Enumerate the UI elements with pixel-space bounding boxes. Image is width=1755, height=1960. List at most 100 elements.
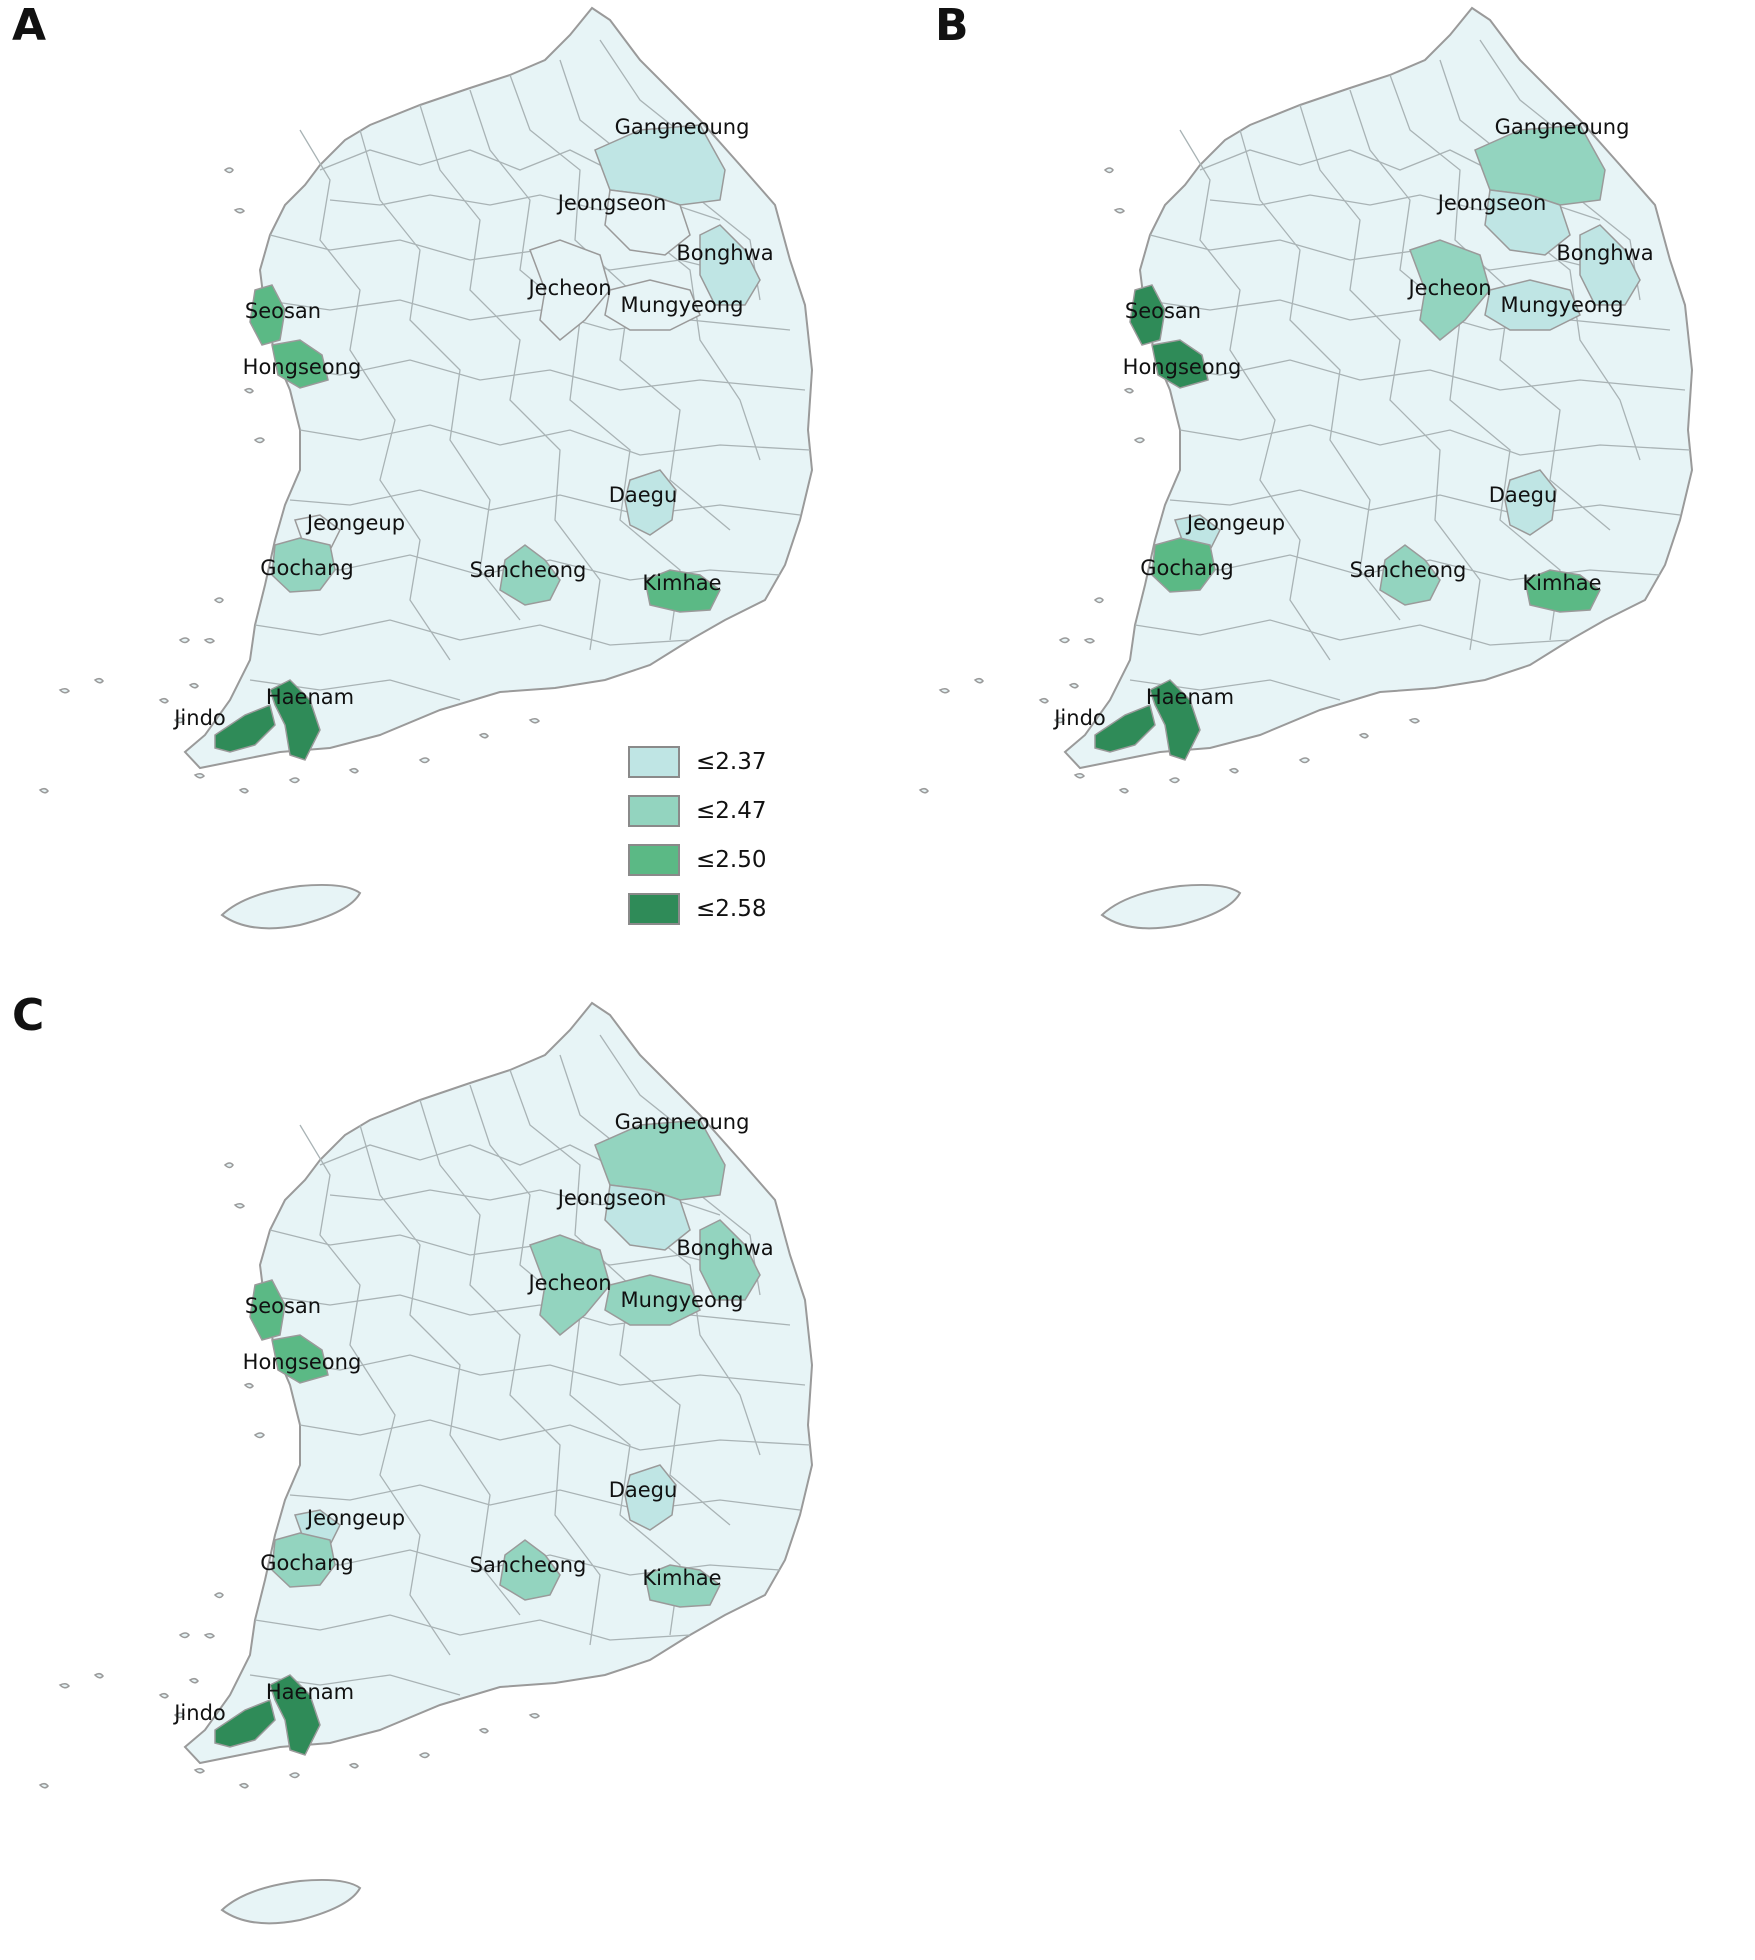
region-seosan — [1129, 284, 1166, 346]
region-label: Gangneoung — [615, 115, 750, 139]
island — [58, 687, 70, 694]
region-haenam — [269, 679, 321, 761]
region-kimhae — [644, 1564, 721, 1608]
region-label: Gochang — [260, 1551, 354, 1575]
region-label: Daegu — [1489, 483, 1558, 507]
island — [418, 1752, 430, 1759]
region-haenam — [269, 1674, 321, 1756]
region-sancheong — [499, 544, 561, 606]
island — [223, 167, 234, 174]
island — [93, 677, 104, 684]
island — [238, 787, 249, 794]
island — [1133, 437, 1145, 444]
legend-swatch — [628, 843, 680, 876]
region-hongseong — [1151, 339, 1209, 389]
island — [213, 597, 224, 604]
island — [178, 1632, 190, 1639]
legend-item: ≤2.37 — [628, 737, 766, 786]
island — [178, 637, 190, 644]
island — [1058, 637, 1070, 644]
island — [243, 387, 254, 394]
jeju-island — [1100, 883, 1242, 930]
region-label: Haenam — [266, 685, 354, 709]
region-jindo — [214, 703, 276, 753]
island — [223, 1162, 234, 1169]
legend-label: ≤2.50 — [696, 846, 767, 873]
jeju-island — [220, 1878, 362, 1925]
island — [288, 1772, 300, 1779]
region-kimhae — [1524, 569, 1601, 613]
island — [1068, 682, 1079, 689]
island — [193, 772, 205, 779]
legend-label: ≤2.58 — [696, 895, 767, 922]
region-seosan — [249, 1279, 286, 1341]
region-haenam — [1149, 679, 1201, 761]
region-label: Kimhae — [642, 1566, 721, 1590]
island — [188, 1677, 199, 1684]
region-sancheong — [1379, 544, 1441, 606]
island — [1038, 697, 1049, 704]
island — [1228, 767, 1239, 774]
panel-letter: A — [12, 0, 47, 51]
region-label: Bonghwa — [676, 1236, 773, 1260]
region-kimhae — [644, 569, 721, 613]
region-label: Gochang — [1140, 556, 1234, 580]
island — [528, 717, 540, 724]
region-hongseong — [271, 339, 329, 389]
island — [173, 717, 185, 724]
legend-label: ≤2.37 — [696, 748, 767, 775]
region-jeongseon — [604, 189, 691, 256]
region-daegu — [1504, 469, 1557, 536]
region-mungyeong — [604, 279, 701, 331]
island — [478, 732, 489, 739]
region-jecheon — [529, 1234, 611, 1337]
panel-a: A Gangneoung Jeongseon Bonghwa Jecheon Mungy… — [0, 0, 870, 980]
region-label: Gangneoung — [1495, 115, 1630, 139]
island — [233, 1202, 245, 1209]
region-label: Hongseong — [1123, 355, 1242, 379]
panel-b: B Gangneoung Jeongseon Bonghwa Jecheon Mungy… — [918, 0, 1755, 980]
region-label: Hongseong — [243, 355, 362, 379]
island — [188, 682, 199, 689]
region-label: Bonghwa — [1556, 241, 1653, 265]
island — [173, 1712, 185, 1719]
island — [973, 677, 984, 684]
island — [38, 1782, 49, 1789]
legend: ≤2.37 ≤2.47 ≤2.50 ≤2.58 — [628, 737, 766, 933]
legend-item: ≤2.50 — [628, 835, 766, 884]
island — [348, 1762, 359, 1769]
island — [1053, 717, 1065, 724]
korea-map: Gangneoung Jeongseon Bonghwa Jecheon Mungyeo… — [918, 6, 1694, 930]
legend-swatch — [628, 794, 680, 827]
island — [158, 1692, 169, 1699]
island — [253, 1432, 265, 1439]
legend-label: ≤2.47 — [696, 797, 767, 824]
korea-map: Gangneoung Jeongseon Bonghwa Jecheon Mungyeo… — [38, 1001, 814, 1925]
region-bonghwa — [699, 1219, 761, 1301]
region-gochang — [271, 1532, 336, 1588]
island — [418, 757, 430, 764]
region-label: Sancheong — [470, 1553, 587, 1577]
region-gochang — [271, 537, 336, 593]
region-mungyeong — [1484, 279, 1581, 331]
region-gochang — [1151, 537, 1216, 593]
island — [203, 1632, 215, 1639]
island — [348, 767, 359, 774]
island — [203, 637, 215, 644]
region-label: Mungyeong — [1501, 293, 1624, 317]
region-label: Jindo — [172, 706, 226, 730]
region-label: Sancheong — [1350, 558, 1467, 582]
panel-c: C Gangneoung Jeongseon Bonghwa Jecheon Mungy… — [0, 990, 870, 1960]
region-label: Jeongseon — [556, 1186, 667, 1210]
region-label: Bonghwa — [676, 241, 773, 265]
region-label: Jeongseon — [1436, 191, 1547, 215]
island — [38, 787, 49, 794]
island — [193, 1767, 205, 1774]
region-label: Jeongeup — [305, 1506, 405, 1530]
region-sancheong — [499, 1539, 561, 1601]
island — [213, 1592, 224, 1599]
island — [1118, 787, 1129, 794]
island — [918, 787, 929, 794]
region-label: Haenam — [1146, 685, 1234, 709]
region-bonghwa — [1579, 224, 1641, 306]
